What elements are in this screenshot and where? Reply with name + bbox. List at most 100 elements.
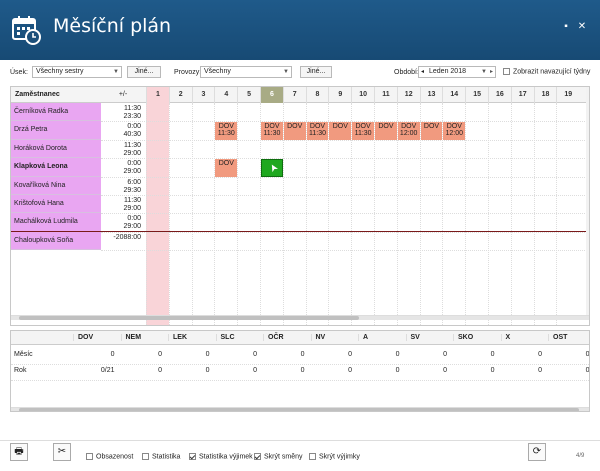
day-header[interactable]: 1 [146,87,169,103]
obdobi-select[interactable]: ◂ Leden 2018 ▼ ▸ [418,66,496,78]
usek-value: Všechny sestry [36,68,84,75]
shift-type: DOV [355,123,371,131]
stats-value: 0 [158,351,162,358]
refresh-icon[interactable]: ⟳ [528,443,546,461]
shift-cell[interactable]: DOV 11:30 [261,122,283,140]
day-header[interactable]: 18 [533,87,557,103]
stats-column-header[interactable]: X [500,334,549,341]
day-header[interactable]: 2 [168,87,192,103]
scrollbar-thumb[interactable] [19,316,359,320]
shift-cell[interactable]: DOV [215,159,238,177]
day-header[interactable]: 17 [510,87,534,103]
horizontal-scrollbar[interactable] [11,407,589,411]
provozy-other-button[interactable]: Jiné... [300,66,332,78]
maximize-icon[interactable]: ▪ [564,21,568,32]
today-column-highlight [146,103,169,325]
employee-name-cell[interactable]: Kovaříková Nina [11,176,101,195]
employee-name-cell[interactable]: Chaloupková Soňa [11,231,101,251]
day-gridline [191,103,193,325]
provozy-value: Všechny [204,68,231,75]
employee-name-cell[interactable]: Černíková Radka [11,103,101,122]
shift-type: DOV [401,123,417,131]
day-header[interactable]: 19 [556,87,579,103]
stats-value: 0 [443,367,447,374]
skryt-smeny-checkbox[interactable]: Skrýt směny [254,453,303,460]
stats-column-header[interactable]: A [358,334,406,341]
day-gridline [488,103,489,325]
day-header[interactable]: 3 [191,87,215,103]
day-header[interactable]: 8 [305,87,329,103]
previous-month-icon[interactable]: ◂ [421,69,425,75]
employee-name-cell[interactable]: Machálková Ludmila [11,213,101,232]
scrollbar-thumb[interactable] [19,408,579,411]
checkbox-box[interactable] [189,453,196,460]
shift-cell[interactable]: DOV [329,122,352,140]
checkbox-box[interactable] [309,453,316,460]
day-header[interactable]: 4 [214,87,237,103]
shift-cell[interactable]: DOV [420,122,443,140]
checkbox-box[interactable] [86,453,93,460]
checkbox-box[interactable] [254,453,261,460]
shift-cell[interactable]: DOV 12:00 [397,122,420,140]
day-header[interactable]: 16 [488,87,511,103]
stats-column-header[interactable]: SV [405,334,454,341]
shift-cell[interactable]: DOV 12:00 [443,122,466,140]
day-header[interactable]: 12 [396,87,420,103]
day-header[interactable]: 7 [282,87,306,103]
day-gridline [168,103,170,325]
stats-column-header[interactable]: NV [310,334,359,341]
stats-value: 0 [253,351,257,358]
row-gridline [101,213,589,215]
day-header[interactable]: 13 [419,87,443,103]
stats-column-header[interactable]: SKO [453,334,501,341]
stats-column-header[interactable]: SLC [215,334,264,341]
horizontal-scrollbar[interactable] [11,315,589,320]
employee-name-cell[interactable]: Horáková Dorota [11,139,101,159]
day-header[interactable]: 14 [442,87,465,103]
print-icon[interactable]: 🖶 [10,443,28,461]
stats-column-header[interactable]: NEM [120,334,169,341]
provozy-select[interactable]: Všechny ▼ [200,66,292,78]
checkbox-box[interactable] [503,68,510,75]
day-header[interactable]: 9 [328,87,351,103]
next-month-icon[interactable]: ▸ [489,69,493,75]
plan-grid: Zaměstnanec +/- 1 2 3 4 5 6 7 8 9 10 11 12 13 14 15 16 17 1… [10,86,590,326]
balance-value: 11:30 [124,141,141,149]
shift-cell[interactable]: DOV [375,122,397,140]
shift-cell[interactable]: DOV [283,122,306,140]
tools-icon[interactable]: ✂ [53,443,71,461]
day-header[interactable]: 10 [351,87,374,103]
shift-cell[interactable]: DOV 11:30 [352,122,374,140]
employee-name-cell[interactable]: Klapková Leona [11,158,101,177]
obsazenost-checkbox[interactable]: Obsazenost [86,453,133,460]
shift-cell[interactable]: DOV 11:30 [306,122,329,140]
day-header[interactable]: 5 [237,87,260,103]
stats-value: 0 [395,367,400,374]
day-header[interactable]: 15 [465,87,488,103]
employee-name-cell[interactable]: Krištofová Hana [11,195,101,214]
usek-other-button[interactable]: Jiné... [127,66,161,78]
stats-column-header[interactable]: OČR [263,334,311,341]
show-adjacent-weeks-checkbox[interactable]: Zobrazit navazující týdny [503,68,590,75]
day-gridline [465,103,467,325]
day-header[interactable]: 6 [260,87,283,103]
statistika-checkbox[interactable]: Statistika [142,453,180,460]
employee-name-cell[interactable]: Drzá Petra [11,121,101,140]
usek-select[interactable]: Všechny sestry ▼ [32,66,122,78]
row-gridline [101,231,589,233]
close-icon[interactable]: ✕ [577,21,587,32]
statistika-vyjimek-checkbox[interactable]: Statistika výjimek [189,453,253,460]
column-header-balance[interactable]: +/- [118,91,128,98]
stats-column-header[interactable]: DOV [73,334,121,341]
selected-cell[interactable] [261,159,283,177]
skryt-vyjimky-checkbox[interactable]: Skrýt výjimky [309,453,360,460]
stats-column-header[interactable]: LEK [168,334,216,341]
column-header-employee[interactable]: Zaměstnanec [15,91,60,98]
shift-cell[interactable]: DOV 11:30 [215,122,238,140]
day-gridline [146,103,147,325]
balance-value: 0:00 [127,215,141,223]
day-header[interactable]: 11 [374,87,397,103]
stats-value: 0 [110,351,115,358]
stats-column-header[interactable]: OST [548,334,589,341]
checkbox-box[interactable] [142,453,149,460]
